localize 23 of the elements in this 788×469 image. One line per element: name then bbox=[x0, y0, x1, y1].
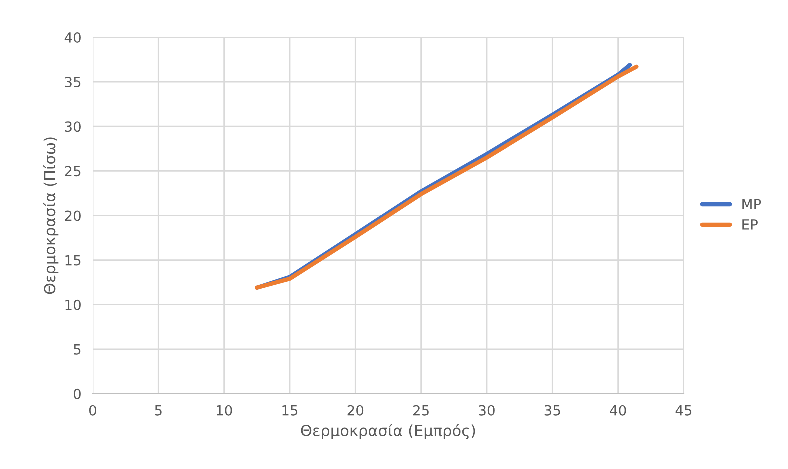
y-tick-label: 20 bbox=[65, 210, 81, 222]
x-tick-label: 35 bbox=[544, 405, 560, 416]
x-axis-title: Θερμοκρασία (Εμπρός) bbox=[301, 424, 476, 440]
y-tick-label: 10 bbox=[66, 300, 81, 310]
legend-label: MP bbox=[742, 199, 762, 210]
x-tick-label: 0 bbox=[89, 405, 96, 416]
x-tick-label: 5 bbox=[155, 406, 162, 416]
x-tick-label: 25 bbox=[414, 405, 429, 416]
legend-label: EP bbox=[742, 220, 758, 230]
y-tick-label: 25 bbox=[65, 166, 81, 177]
x-tick-label: 30 bbox=[479, 405, 495, 416]
y-tick-label: 30 bbox=[65, 122, 81, 132]
x-tick-label: 15 bbox=[282, 406, 298, 416]
x-tick-label: 40 bbox=[610, 405, 626, 416]
y-tick-label: 35 bbox=[65, 77, 81, 88]
y-tick-label: 5 bbox=[74, 344, 81, 355]
y-axis-title: Θερμοκρασία (Πίσω) bbox=[43, 138, 59, 294]
y-tick-label: 15 bbox=[66, 255, 81, 266]
x-tick-label: 10 bbox=[217, 405, 232, 416]
x-tick-label: 45 bbox=[676, 406, 692, 416]
y-tick-label: 40 bbox=[64, 32, 81, 43]
x-tick-label: 20 bbox=[348, 405, 364, 416]
y-tick-label: 0 bbox=[74, 388, 81, 400]
